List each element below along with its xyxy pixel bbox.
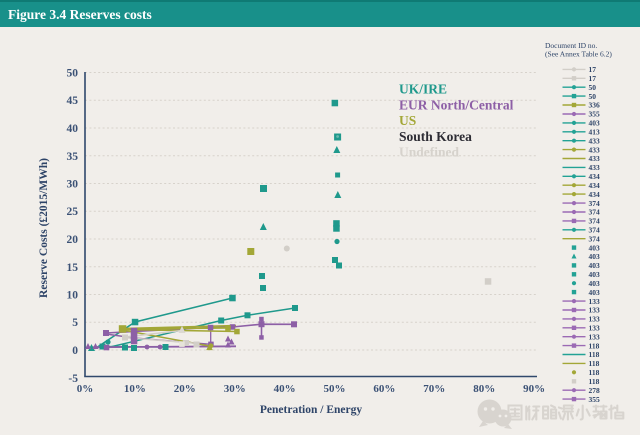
svg-text:(See Annex Table 6.2): (See Annex Table 6.2)	[545, 50, 612, 59]
svg-text:403: 403	[589, 279, 601, 288]
svg-text:336: 336	[589, 101, 601, 110]
svg-text:413: 413	[589, 128, 601, 137]
svg-text:0: 0	[72, 345, 78, 357]
svg-text:0%: 0%	[77, 383, 94, 395]
svg-text:20%: 20%	[174, 383, 196, 395]
svg-text:25: 25	[67, 206, 79, 218]
svg-text:20: 20	[67, 234, 79, 246]
svg-text:434: 434	[589, 172, 601, 181]
svg-text:70%: 70%	[423, 383, 445, 395]
svg-text:90%: 90%	[523, 383, 545, 395]
svg-text:434: 434	[589, 190, 601, 199]
svg-text:17: 17	[589, 74, 597, 83]
svg-text:374: 374	[589, 226, 601, 235]
svg-text:355: 355	[589, 395, 601, 404]
svg-text:40%: 40%	[274, 383, 296, 395]
svg-text:50: 50	[589, 92, 597, 101]
svg-text:118: 118	[589, 341, 600, 350]
svg-text:Document ID no.: Document ID no.	[545, 41, 597, 50]
svg-text:133: 133	[589, 297, 601, 306]
svg-text:403: 403	[589, 261, 601, 270]
svg-text:433: 433	[589, 154, 601, 163]
svg-text:50: 50	[67, 68, 79, 80]
svg-text:374: 374	[589, 199, 601, 208]
svg-text:50%: 50%	[324, 383, 346, 395]
svg-text:118: 118	[589, 350, 600, 359]
svg-text:433: 433	[589, 163, 601, 172]
svg-text:374: 374	[589, 208, 601, 217]
svg-text:374: 374	[589, 217, 601, 226]
svg-text:355: 355	[589, 110, 601, 119]
svg-text:133: 133	[589, 324, 601, 333]
svg-text:40: 40	[67, 123, 79, 135]
svg-text:403: 403	[589, 270, 601, 279]
svg-text:EUR North/Central: EUR North/Central	[399, 98, 514, 113]
svg-text:433: 433	[589, 145, 601, 154]
svg-text:118: 118	[589, 377, 600, 386]
svg-text:10: 10	[67, 290, 79, 302]
svg-text:45: 45	[67, 95, 79, 107]
svg-text:278: 278	[589, 386, 601, 395]
svg-text:118: 118	[589, 359, 600, 368]
svg-text:133: 133	[589, 306, 601, 315]
svg-text:Undefined: Undefined	[399, 145, 460, 160]
svg-text:15: 15	[67, 262, 79, 274]
svg-text:50: 50	[589, 83, 597, 92]
svg-text:Figure 3.4 Reserves costs: Figure 3.4 Reserves costs	[8, 7, 152, 22]
svg-text:118: 118	[589, 368, 600, 377]
svg-text:80%: 80%	[473, 383, 495, 395]
svg-text:UK/IRE: UK/IRE	[399, 82, 447, 97]
svg-text:133: 133	[589, 332, 601, 341]
svg-text:South Korea: South Korea	[399, 129, 472, 144]
svg-text:5: 5	[72, 317, 78, 329]
svg-text:403: 403	[589, 252, 601, 261]
svg-text:-5: -5	[68, 373, 78, 385]
svg-text:133: 133	[589, 315, 601, 324]
svg-text:10%: 10%	[124, 383, 146, 395]
svg-text:403: 403	[589, 243, 601, 252]
svg-text:35: 35	[67, 151, 79, 163]
svg-text:403: 403	[589, 119, 601, 128]
svg-text:374: 374	[589, 234, 601, 243]
svg-text:30%: 30%	[224, 383, 246, 395]
svg-text:Reserve Costs (£2015/MWh): Reserve Costs (£2015/MWh)	[38, 158, 50, 298]
svg-text:US: US	[399, 113, 416, 128]
svg-text:403: 403	[589, 288, 601, 297]
svg-text:434: 434	[589, 181, 601, 190]
svg-text:433: 433	[589, 136, 601, 145]
svg-text:30: 30	[67, 179, 79, 191]
svg-text:17: 17	[589, 65, 597, 74]
svg-text:Penetration / Energy: Penetration / Energy	[260, 404, 362, 416]
svg-text:60%: 60%	[373, 383, 395, 395]
